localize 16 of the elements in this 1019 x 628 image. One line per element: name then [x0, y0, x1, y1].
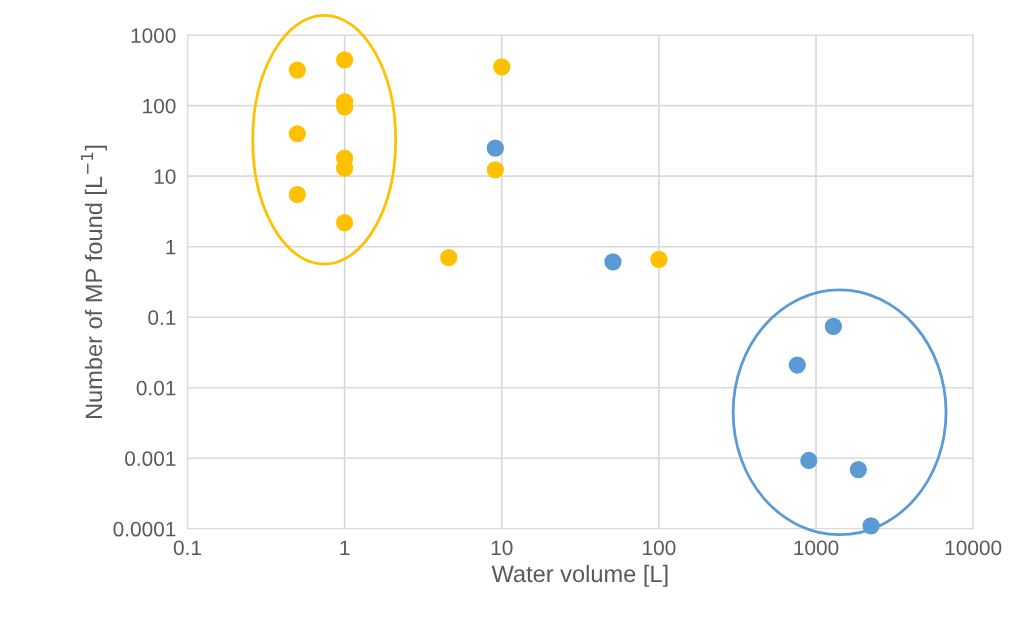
y-tick-label: 0.001 [125, 451, 176, 467]
y-tick-label: 1000 [131, 28, 176, 43]
y-tick-label: 0.1 [148, 310, 176, 325]
y-tick-label: 0.01 [136, 380, 176, 396]
y-axis-title: Number of MP found [L$^{−1}$] [80, 145, 107, 419]
x-tick-label: 1000 [794, 540, 839, 556]
x-tick-label: 0.1 [173, 540, 201, 556]
x-axis-title: Water volume [L] [491, 564, 668, 587]
y-tick-label: 100 [143, 98, 176, 114]
x-tick-label: 10 [491, 540, 513, 556]
x-tick-label: 1 [340, 540, 350, 555]
y-tick-label: 0.0001 [113, 521, 176, 537]
y-tick-label: 10 [154, 169, 176, 184]
y-tick-label: 1 [166, 239, 176, 255]
x-tick-label: 100 [643, 540, 676, 556]
x-tick-label: 10000 [945, 540, 1002, 556]
